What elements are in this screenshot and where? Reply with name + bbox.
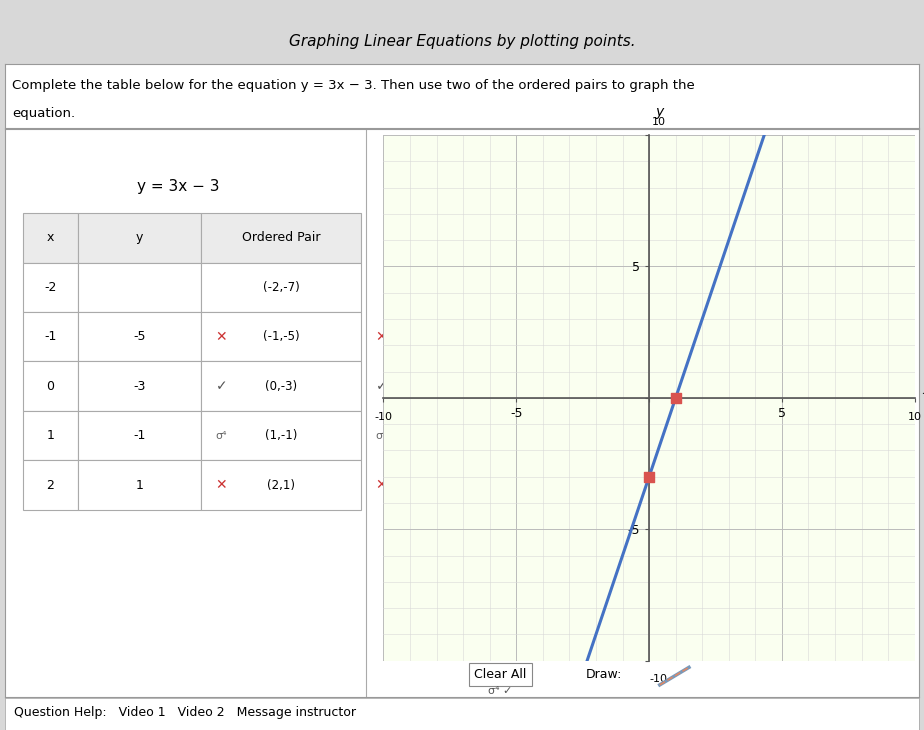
Text: -1: -1 xyxy=(44,330,56,343)
Text: ✕: ✕ xyxy=(215,478,227,492)
Bar xyxy=(201,263,361,312)
Text: x: x xyxy=(923,383,924,397)
Text: Question Help:   Video 1   Video 2   Message instructor: Question Help: Video 1 Video 2 Message i… xyxy=(14,706,356,719)
Text: Ordered Pair: Ordered Pair xyxy=(242,231,321,245)
Text: Graphing Linear Equations by plotting points.: Graphing Linear Equations by plotting po… xyxy=(288,34,636,50)
Text: -3: -3 xyxy=(133,380,146,393)
Text: (-1,-5): (-1,-5) xyxy=(263,330,299,343)
Point xyxy=(641,471,656,483)
Text: (2,1): (2,1) xyxy=(267,479,296,491)
Bar xyxy=(23,461,78,510)
Bar xyxy=(201,411,361,461)
Text: σ⁴: σ⁴ xyxy=(376,431,387,441)
Bar xyxy=(201,312,361,361)
Text: ✓: ✓ xyxy=(215,379,227,393)
Bar xyxy=(78,213,201,263)
Bar xyxy=(23,411,78,461)
Text: (1,-1): (1,-1) xyxy=(265,429,298,442)
Text: ✕: ✕ xyxy=(376,330,387,344)
Text: σ⁴ ✓: σ⁴ ✓ xyxy=(488,686,513,696)
Text: 2: 2 xyxy=(46,479,55,491)
Text: ✕: ✕ xyxy=(215,330,227,344)
Text: σ⁴: σ⁴ xyxy=(215,431,227,441)
Text: 10: 10 xyxy=(907,412,922,422)
Text: -1: -1 xyxy=(133,429,146,442)
Bar xyxy=(78,461,201,510)
Bar xyxy=(23,213,78,263)
Text: x: x xyxy=(47,231,54,245)
Text: Complete the table below for the equation y = 3x − 3. Then use two of the ordere: Complete the table below for the equatio… xyxy=(12,80,695,93)
Bar xyxy=(23,263,78,312)
Bar xyxy=(201,361,361,411)
Bar xyxy=(78,361,201,411)
Text: equation.: equation. xyxy=(12,107,75,120)
Text: ✕: ✕ xyxy=(376,478,387,492)
Text: y: y xyxy=(656,105,663,119)
Bar xyxy=(23,361,78,411)
Bar xyxy=(201,461,361,510)
Text: -10: -10 xyxy=(650,674,667,684)
Text: 1: 1 xyxy=(136,479,143,491)
Bar xyxy=(78,263,201,312)
Text: -2: -2 xyxy=(44,281,56,294)
Bar xyxy=(201,213,361,263)
Bar xyxy=(78,312,201,361)
Point xyxy=(668,392,683,404)
Text: 1: 1 xyxy=(46,429,55,442)
Text: -10: -10 xyxy=(374,412,393,422)
Text: ✓: ✓ xyxy=(376,379,387,393)
Text: y: y xyxy=(136,231,143,245)
Text: Draw:: Draw: xyxy=(586,668,622,681)
Text: 10: 10 xyxy=(651,118,665,127)
Bar xyxy=(23,312,78,361)
Text: (0,-3): (0,-3) xyxy=(265,380,298,393)
Text: y = 3x − 3: y = 3x − 3 xyxy=(137,179,220,193)
Text: Clear All: Clear All xyxy=(474,668,527,681)
Text: (-2,-7): (-2,-7) xyxy=(263,281,299,294)
Text: -5: -5 xyxy=(133,330,146,343)
Text: 0: 0 xyxy=(46,380,55,393)
Bar xyxy=(78,411,201,461)
